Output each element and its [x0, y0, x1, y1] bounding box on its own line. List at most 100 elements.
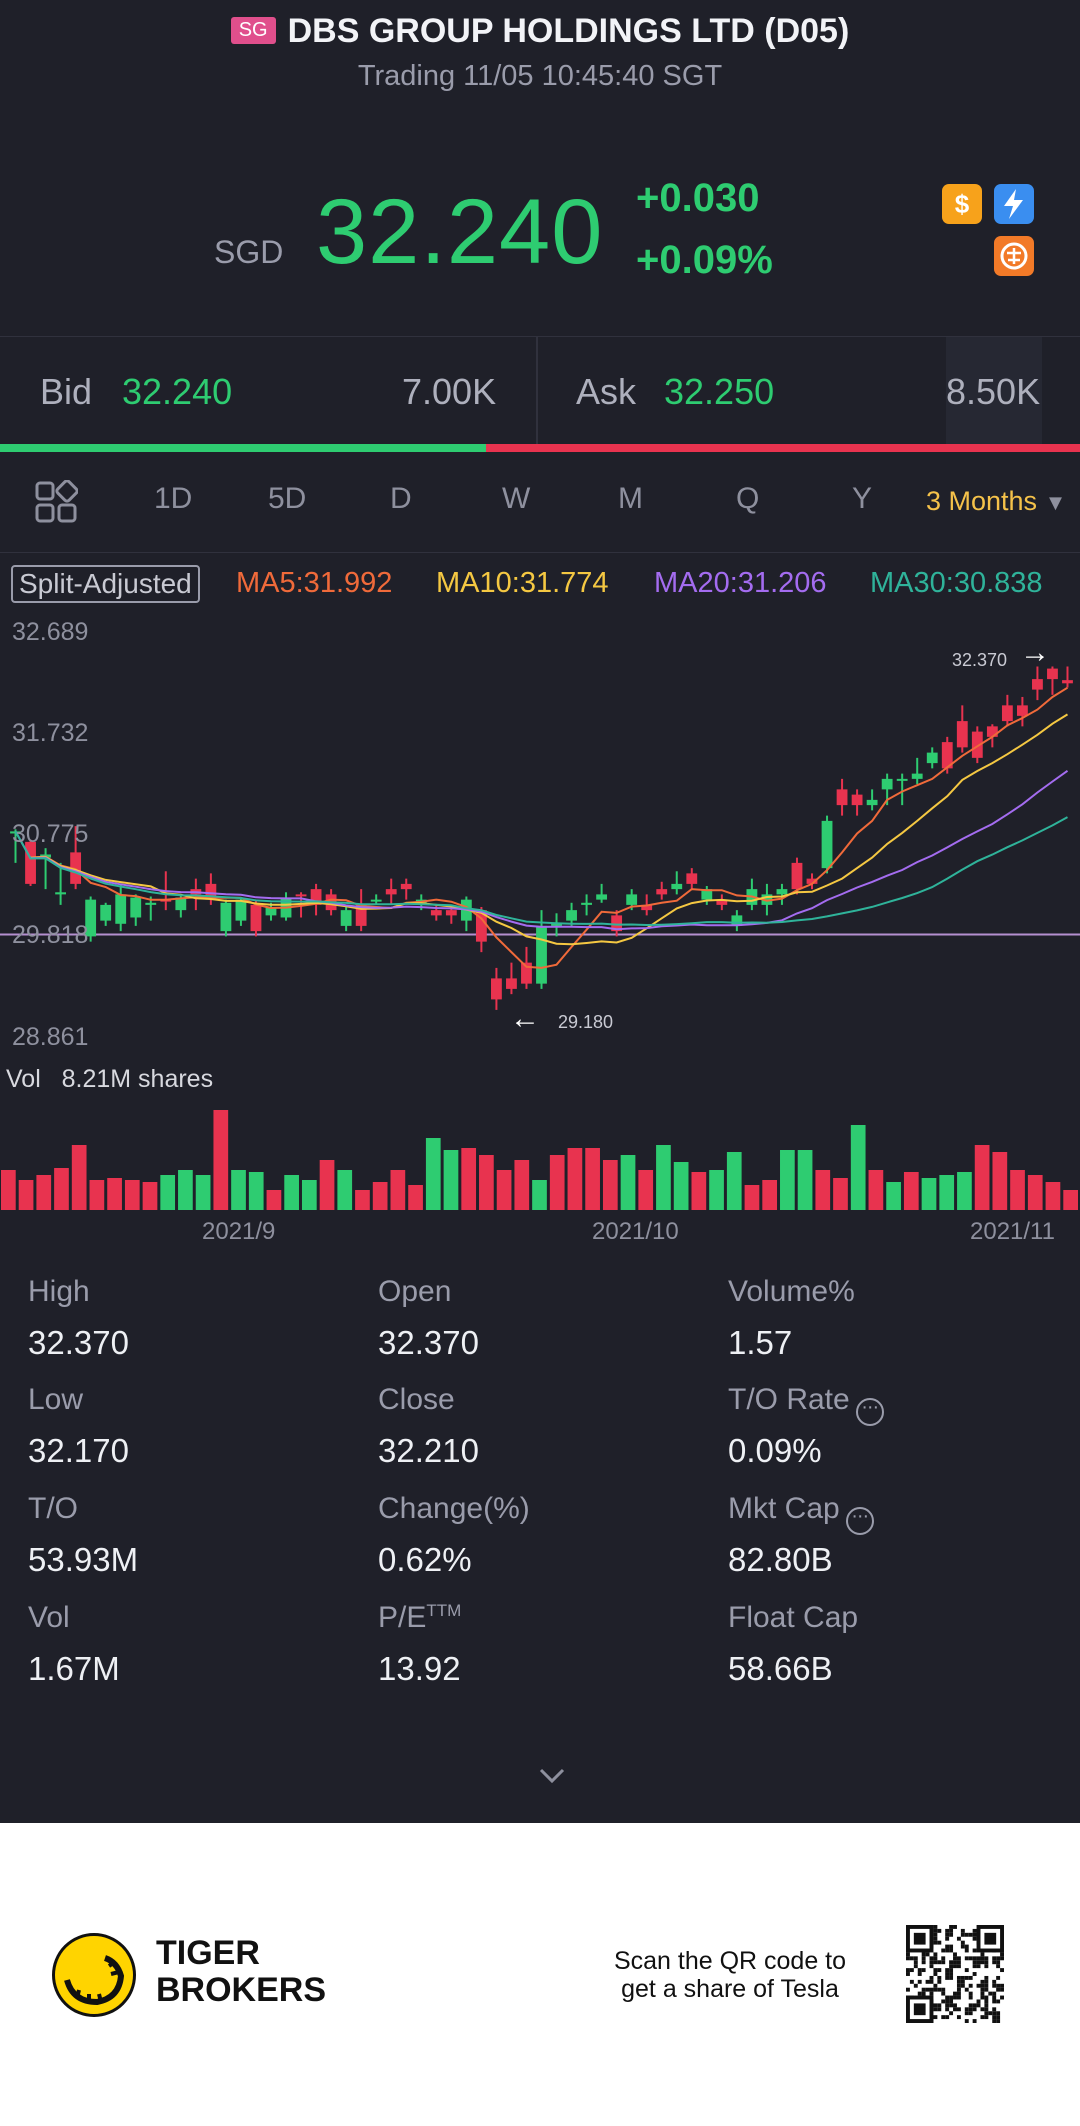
stat-label: High — [28, 1275, 90, 1308]
volume-bar — [178, 1170, 193, 1210]
ma30-value: MA30:30.838 — [870, 567, 1043, 599]
lightning-icon[interactable] — [994, 184, 1034, 224]
qr-module — [984, 1983, 989, 1988]
qr-module — [956, 1991, 961, 1996]
qr-module — [953, 1964, 957, 1969]
bid-ask-panel: Bid 32.240 7.00K Ask 32.250 8.50K — [0, 336, 1080, 445]
qr-module — [992, 1995, 997, 2000]
brand-line: TIGER — [156, 1934, 260, 1972]
qr-module — [992, 1983, 997, 1988]
tab-1d[interactable]: 1D — [154, 482, 193, 515]
volume-bar — [425, 1138, 441, 1210]
candle — [791, 862, 803, 890]
candlestick-chart[interactable] — [0, 605, 1080, 1215]
qr-module — [937, 2003, 942, 2008]
qr-caption-line: Scan the QR code to — [613, 1947, 847, 1975]
candle — [340, 910, 352, 926]
stat-value: 13.92 — [378, 1650, 461, 1687]
stat-value: 0.62% — [378, 1541, 472, 1578]
qr-module — [953, 1960, 957, 1965]
ask-ratio-fill — [486, 444, 1080, 452]
candle — [881, 778, 893, 790]
candle — [400, 883, 412, 890]
ask-label: Ask — [576, 371, 637, 412]
x-tick-label: 2021/10 — [592, 1218, 679, 1245]
qr-module — [988, 1991, 993, 1996]
candle — [986, 726, 998, 737]
qr-module — [960, 1928, 965, 1933]
qr-module — [921, 1987, 926, 1992]
qr-module — [972, 1928, 977, 1933]
qr-module — [976, 1983, 981, 1988]
qr-module — [996, 1975, 1001, 1980]
stat-value: 32.370 — [28, 1324, 129, 1361]
qr-module — [1000, 1983, 1004, 1988]
volume-bar — [142, 1182, 158, 1210]
chart-layout-icon[interactable] — [34, 479, 79, 529]
qr-module — [1000, 1987, 1004, 1992]
qr-module — [976, 1956, 981, 1961]
qr-module — [996, 2015, 1001, 2020]
tab-quarter[interactable]: Q — [736, 482, 760, 515]
qr-module — [933, 1925, 938, 1929]
qr-module — [968, 1975, 973, 1980]
qr-module — [968, 2011, 973, 2016]
volume-bar — [36, 1175, 52, 1210]
qr-module — [980, 1987, 985, 1992]
range-selector[interactable]: 3 Months ▼ — [926, 486, 1066, 517]
bid-price: 32.240 — [122, 371, 233, 412]
stock-title: SG DBS GROUP HOLDINGS LTD (D05) — [0, 12, 1080, 51]
dollar-icon[interactable]: $ — [942, 184, 982, 224]
qr-module — [937, 1940, 942, 1945]
stock-name: DBS GROUP HOLDINGS LTD (D05) — [287, 12, 850, 50]
qr-module — [996, 2019, 1001, 2023]
volume-bar — [532, 1180, 547, 1210]
qr-module — [925, 1979, 930, 1984]
qr-module — [964, 1956, 969, 1961]
tab-week[interactable]: W — [502, 482, 531, 515]
qr-module — [992, 1956, 997, 1961]
candle — [295, 894, 307, 897]
qr-module — [953, 1925, 957, 1929]
volume-bar — [18, 1180, 34, 1210]
candle — [1062, 680, 1073, 684]
market-cap-label[interactable]: Mkt Cap ··· — [728, 1492, 874, 1535]
tab-day[interactable]: D — [390, 482, 412, 515]
qr-module — [980, 2015, 985, 2020]
candle — [596, 894, 608, 900]
qr-code[interactable] — [906, 1925, 1004, 2023]
qr-module — [956, 1995, 961, 2000]
qr-module — [949, 1995, 954, 2000]
more-info-icon[interactable]: ··· — [855, 1397, 884, 1426]
tab-month[interactable]: M — [618, 482, 643, 515]
volume-bar — [266, 1190, 282, 1210]
qr-module — [917, 1979, 922, 1984]
turnover-rate-label[interactable]: T/O Rate ··· — [728, 1383, 884, 1426]
qr-module — [968, 1995, 973, 2000]
qr-module — [953, 2007, 957, 2012]
qr-module — [933, 1952, 938, 1957]
qr-module — [921, 1956, 926, 1961]
candle — [806, 878, 818, 884]
stat-value: 53.93M — [28, 1541, 139, 1578]
margin-icon[interactable] — [994, 236, 1034, 276]
qr-module — [992, 2019, 997, 2023]
tab-year[interactable]: Y — [852, 482, 873, 515]
qr-module — [941, 2015, 946, 2020]
qr-module — [949, 1944, 954, 1949]
candle — [385, 889, 397, 895]
split-adjusted-toggle[interactable]: Split-Adjusted — [11, 565, 200, 603]
chevron-down-icon[interactable] — [538, 1766, 566, 1791]
qr-module — [972, 2007, 977, 2012]
more-info-icon[interactable]: ··· — [845, 1506, 874, 1535]
qr-module — [941, 1991, 946, 1996]
candle — [626, 894, 638, 905]
tab-5d[interactable]: 5D — [268, 482, 307, 515]
qr-module — [976, 1964, 981, 1969]
qr-module — [992, 1979, 997, 1984]
qr-module — [953, 1991, 957, 1996]
candle — [250, 904, 262, 932]
volume-bar — [903, 1172, 919, 1210]
candle — [851, 794, 863, 806]
candle — [581, 902, 592, 905]
